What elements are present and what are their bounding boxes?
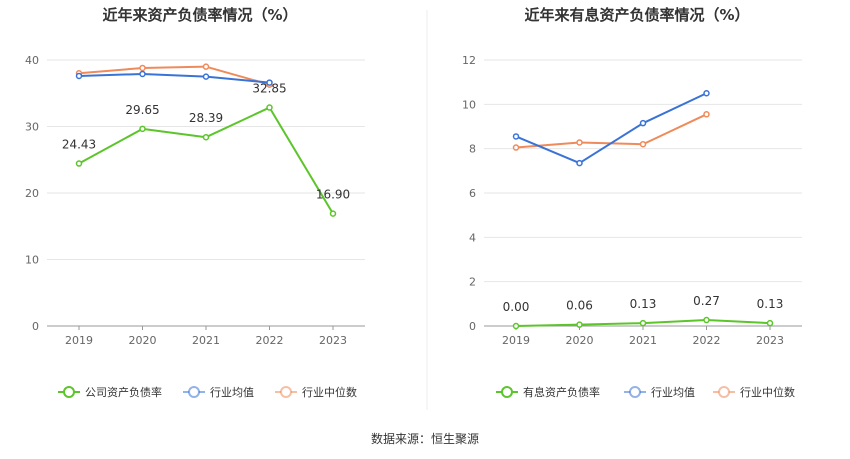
industry-avg-series-point [576, 159, 583, 167]
legend-label: 行业中位数 [302, 385, 357, 399]
x-tick-label: 2021 [192, 334, 220, 347]
legend-label: 公司资产负债率 [85, 385, 162, 399]
industry-avg-series-point [266, 79, 273, 86]
industry-median-series-point [576, 139, 583, 146]
y-tick-label: 30 [25, 121, 39, 134]
data-label: 0.13 [757, 297, 784, 311]
company-series-point [766, 319, 774, 327]
data-label: 0.13 [630, 297, 657, 311]
x-tick-label: 2021 [629, 334, 657, 347]
legend-marker-icon [629, 386, 641, 398]
company-series-point [139, 125, 146, 133]
industry-median-series-point [512, 144, 520, 151]
industry-avg-series-point [639, 119, 647, 127]
company-series-point [329, 210, 337, 217]
y-tick-label: 10 [462, 98, 476, 111]
legend-label: 有息资产负债率 [523, 385, 600, 399]
legend-label: 行业均值 [651, 386, 695, 399]
legend-item-industry-median-series[interactable]: 行业中位数 [275, 385, 357, 399]
y-tick-label: 20 [25, 187, 39, 200]
industry-median-series-point [202, 63, 210, 70]
data-label: 16.90 [316, 188, 350, 202]
data-label: 28.39 [189, 111, 223, 125]
y-tick-label: 2 [469, 276, 476, 289]
legend-label: 行业中位数 [740, 385, 795, 399]
x-tick-label: 2023 [319, 334, 347, 347]
company-series-point [576, 321, 583, 328]
legend-marker-icon [188, 386, 200, 398]
company-series-point [75, 160, 83, 167]
chart-title: 近年来资产负债率情况（%） [102, 6, 297, 24]
data-label: 32.85 [252, 82, 286, 96]
data-source-note: 数据来源：恒生聚源 [371, 431, 479, 446]
company-series-point [703, 316, 710, 324]
legend-label: 行业均值 [210, 386, 254, 399]
company-series-point [202, 133, 210, 141]
chart-interest-debt-ratio: 近年来有息资产负债率情况（%） 0 2 4 6 8 10 12 2019 2020 2021 2022… [462, 6, 802, 399]
legend-marker-icon [280, 386, 292, 398]
industry-median-series-point [703, 111, 710, 118]
y-tick-label: 10 [25, 254, 39, 267]
industry-avg-series-point [139, 70, 146, 78]
y-tick-label: 40 [25, 54, 39, 67]
x-tick-label: 2020 [566, 334, 594, 347]
y-tick-label: 12 [462, 54, 476, 67]
data-label: 0.00 [503, 300, 530, 314]
company-series-point [639, 319, 647, 327]
legend-item-company-series[interactable]: 公司资产负债率 [58, 385, 162, 399]
legend-marker-icon [63, 386, 75, 398]
industry-avg-series-line [78, 72, 270, 84]
x-tick-label: 2020 [129, 334, 157, 347]
legend-item-industry-avg-series[interactable]: 行业均值 [183, 386, 254, 399]
industry-avg-series-point [75, 72, 83, 80]
company-series-point [512, 322, 520, 330]
x-tick-label: 2019 [502, 334, 530, 347]
industry-avg-series-point [703, 90, 710, 97]
industry-median-series-point [139, 64, 146, 72]
industry-avg-series-point [202, 73, 210, 80]
legend-marker-icon [718, 386, 730, 398]
industry-avg-series-line [515, 92, 707, 165]
x-tick-label: 2022 [693, 334, 721, 347]
chart-debt-ratio: 近年来资产负债率情况（%） 0 10 20 30 40 2019 2020 2021 2022 20… [25, 6, 365, 399]
industry-median-series-point [639, 140, 647, 148]
legend-item-company-series[interactable]: 有息资产负债率 [496, 385, 600, 399]
industry-avg-series-point [512, 133, 520, 140]
legend-item-industry-avg-series[interactable]: 行业均值 [624, 386, 695, 399]
data-label: 0.06 [566, 299, 593, 313]
y-tick-label: 0 [32, 320, 39, 333]
legend-marker-icon [501, 386, 513, 398]
legend-item-industry-median-series[interactable]: 行业中位数 [713, 385, 795, 399]
y-tick-label: 8 [469, 143, 476, 156]
data-label: 24.43 [62, 138, 96, 152]
data-label: 29.65 [125, 103, 159, 117]
industry-median-series-line [78, 65, 270, 86]
y-tick-label: 6 [469, 187, 476, 200]
y-tick-label: 4 [469, 231, 476, 244]
x-tick-label: 2019 [65, 334, 93, 347]
y-tick-label: 0 [469, 320, 476, 333]
x-tick-label: 2023 [756, 334, 784, 347]
data-label: 0.27 [693, 294, 720, 308]
company-series-point [266, 104, 273, 111]
chart-title: 近年来有息资产负债率情况（%） [524, 6, 749, 24]
x-tick-label: 2022 [256, 334, 284, 347]
